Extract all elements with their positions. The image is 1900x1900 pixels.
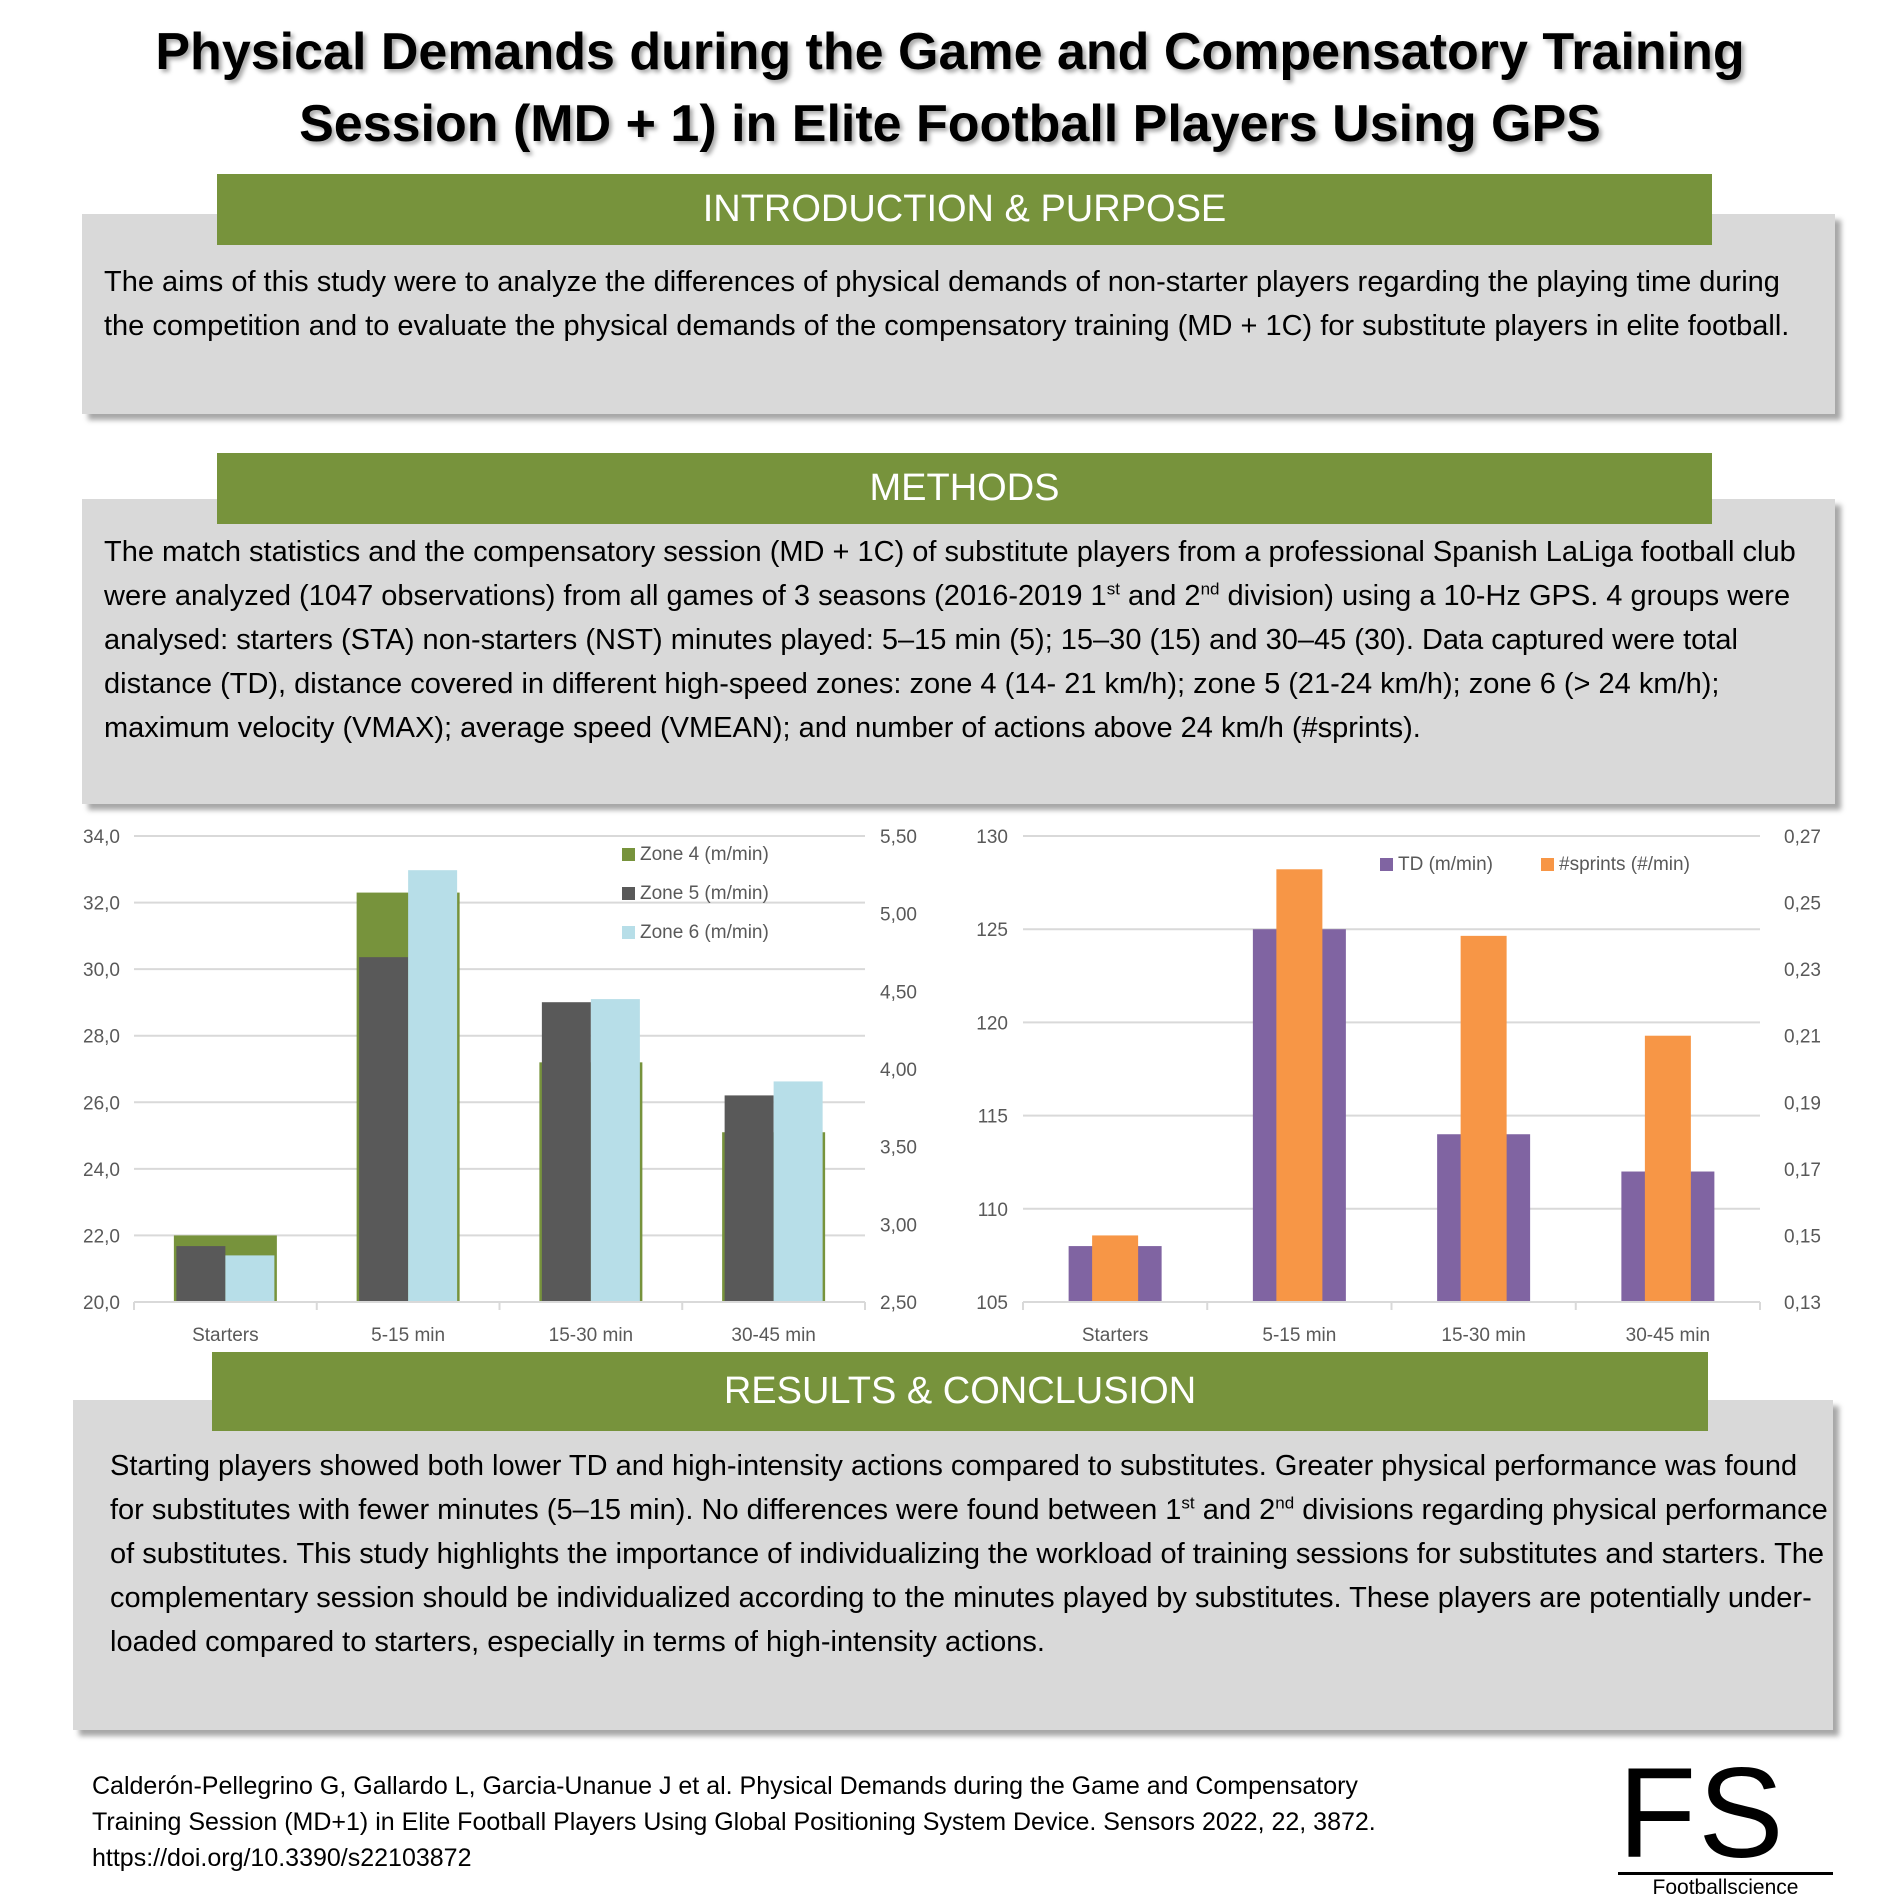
- y2-tick-label: 3,00: [880, 1215, 917, 1236]
- legend-label: Zone 4 (m/min): [640, 844, 769, 865]
- bar-zone-2: [590, 999, 640, 1302]
- y-tick-label: 110: [978, 1200, 1008, 1221]
- bar-zone-2: [541, 1002, 591, 1302]
- y2-tick-label: 0,19: [1784, 1093, 1821, 1114]
- intro-text: The aims of this study were to analyze t…: [104, 266, 1790, 342]
- td-sprints-chart: 105 110 115 120 125 130 0,13 0,15 0,17 0,19 0,21 0,…: [976, 827, 1821, 1346]
- y-tick-label: 105: [976, 1293, 1008, 1314]
- x-tick-label: 5-15 min: [1262, 1325, 1336, 1346]
- y-tick-label: 20,0: [83, 1293, 120, 1314]
- poster-title: Physical Demands during the Game and Com…: [0, 16, 1900, 160]
- bar-sprints-0: [1092, 1235, 1139, 1302]
- y-tick-label: 130: [976, 827, 1008, 848]
- y-tick-label: 32,0: [83, 894, 120, 915]
- bar-sprints-2: [1460, 935, 1507, 1302]
- legend-label: Zone 5 (m/min): [640, 883, 769, 904]
- results-text: Starting players showed both lower TD an…: [110, 1450, 1828, 1658]
- citation-doi[interactable]: https://doi.org/10.3390/s22103872: [92, 1844, 472, 1872]
- legend-label: #sprints (#/min): [1559, 854, 1690, 875]
- citation-line-1: Calderón-Pellegrino G, Gallardo L, Garci…: [92, 1772, 1358, 1800]
- legend-swatch: [1380, 858, 1393, 871]
- x-tick-label: 15-30 min: [549, 1325, 634, 1346]
- zone-distance-chart: 20,0 22,0 24,0 26,0 28,0 30,0 32,0 34,0 2,50 3,00…: [83, 827, 917, 1346]
- bar-zone-3: [773, 1081, 823, 1302]
- y2-tick-label: 0,13: [1784, 1293, 1821, 1314]
- y2-tick-label: 0,21: [1784, 1027, 1821, 1048]
- bar-zone-1: [359, 957, 409, 1302]
- y-tick-label: 34,0: [83, 827, 120, 848]
- methods-box: [82, 499, 1835, 804]
- bar-zone-0: [176, 1246, 226, 1302]
- logo-name: Footballscience: [1618, 1872, 1833, 1900]
- x-tick-label: 15-30 min: [1441, 1325, 1526, 1346]
- x-tick-label: Starters: [1082, 1325, 1149, 1346]
- intro-box: [82, 214, 1835, 414]
- legend-swatch: [622, 926, 635, 939]
- bar-zone-0: [225, 1255, 275, 1302]
- y2-tick-label: 5,00: [880, 905, 917, 926]
- x-tick-label: 30-45 min: [1626, 1325, 1711, 1346]
- y2-tick-label: 0,27: [1784, 827, 1821, 848]
- y-tick-label: 24,0: [83, 1160, 120, 1181]
- y2-tick-label: 3,50: [880, 1138, 917, 1159]
- y2-tick-label: 0,17: [1784, 1160, 1821, 1181]
- intro-heading: INTRODUCTION & PURPOSE: [217, 174, 1712, 245]
- footballscience-logo: FS Footballscience: [1618, 1742, 1838, 1899]
- bar-sprints-3: [1644, 1035, 1691, 1302]
- legend-swatch: [622, 848, 635, 861]
- y2-tick-label: 5,50: [880, 827, 917, 848]
- x-tick-label: Starters: [192, 1325, 259, 1346]
- logo-mark: FS: [1618, 1742, 1786, 1885]
- bar-zone-1: [408, 870, 458, 1302]
- y2-tick-label: 0,23: [1784, 960, 1821, 981]
- legend-swatch: [1541, 858, 1554, 871]
- results-box: [73, 1400, 1833, 1730]
- y-tick-label: 28,0: [83, 1027, 120, 1048]
- legend-swatch: [622, 887, 635, 900]
- y-tick-label: 26,0: [83, 1093, 120, 1114]
- bar-zone-3: [724, 1095, 774, 1302]
- y2-tick-label: 4,50: [880, 982, 917, 1003]
- x-tick-label: 5-15 min: [371, 1325, 445, 1346]
- y2-tick-label: 0,25: [1784, 894, 1821, 915]
- methods-text: The match statistics and the compensator…: [104, 536, 1796, 744]
- methods-heading: METHODS: [217, 453, 1712, 524]
- title-line-2: Session (MD + 1) in Elite Football Playe…: [299, 95, 1601, 153]
- title-line-1: Physical Demands during the Game and Com…: [155, 23, 1745, 81]
- y2-tick-label: 0,15: [1784, 1226, 1821, 1247]
- y-tick-label: 120: [976, 1013, 1008, 1034]
- y-tick-label: 125: [976, 920, 1008, 941]
- citation: Calderón-Pellegrino G, Gallardo L, Garci…: [92, 1768, 1592, 1876]
- x-tick-label: 30-45 min: [731, 1325, 816, 1346]
- results-heading: RESULTS & CONCLUSION: [212, 1352, 1708, 1431]
- legend-label: Zone 6 (m/min): [640, 922, 769, 943]
- y-tick-label: 30,0: [83, 960, 120, 981]
- y-tick-label: 22,0: [83, 1226, 120, 1247]
- y2-tick-label: 2,50: [880, 1293, 917, 1314]
- y2-tick-label: 4,00: [880, 1060, 917, 1081]
- bar-sprints-1: [1276, 869, 1323, 1302]
- legend-label: TD (m/min): [1398, 854, 1493, 875]
- y-tick-label: 115: [978, 1107, 1008, 1128]
- citation-line-2: Training Session (MD+1) in Elite Footbal…: [92, 1808, 1376, 1836]
